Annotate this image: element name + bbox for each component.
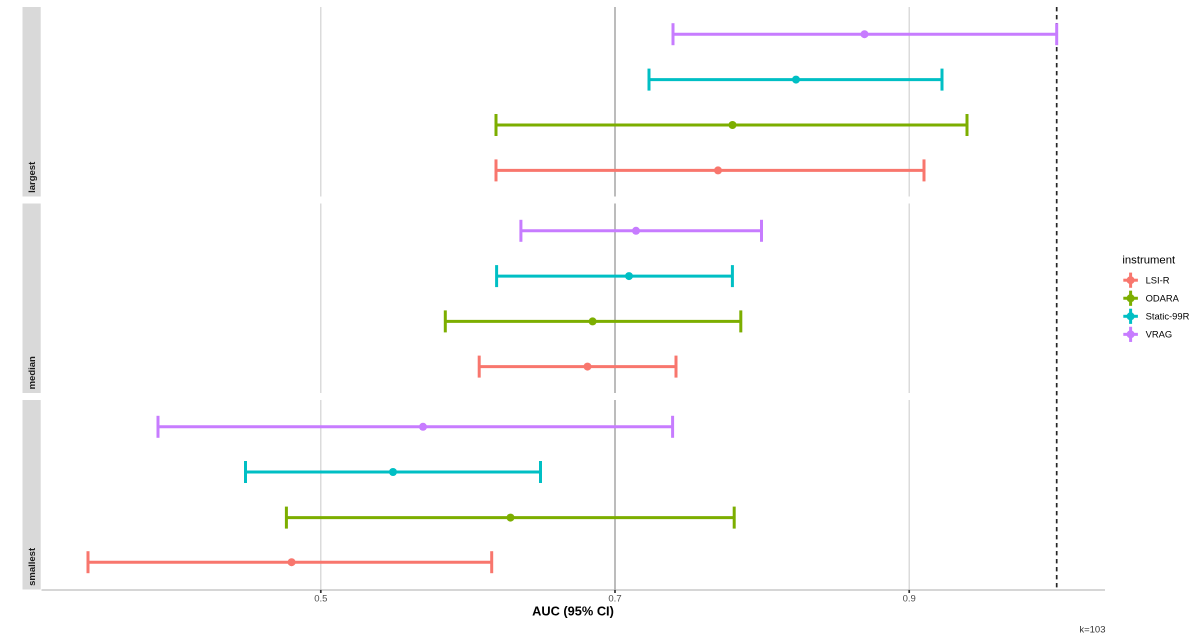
svg-text:Static-99R: Static-99R: [1146, 310, 1190, 321]
svg-text:0.9: 0.9: [903, 594, 916, 605]
svg-text:LSI-R: LSI-R: [1146, 274, 1170, 285]
svg-text:ODARA: ODARA: [1146, 292, 1180, 303]
svg-text:k=103: k=103: [1079, 624, 1105, 635]
svg-text:0.5: 0.5: [314, 594, 327, 605]
svg-text:median: median: [27, 356, 38, 389]
svg-text:VRAG: VRAG: [1146, 329, 1173, 340]
svg-text:AUC (95% CI): AUC (95% CI): [532, 604, 614, 619]
svg-text:smallest: smallest: [27, 547, 38, 586]
svg-text:0.7: 0.7: [608, 594, 621, 605]
svg-text:instrument: instrument: [1122, 254, 1176, 266]
svg-text:largest: largest: [27, 161, 38, 193]
